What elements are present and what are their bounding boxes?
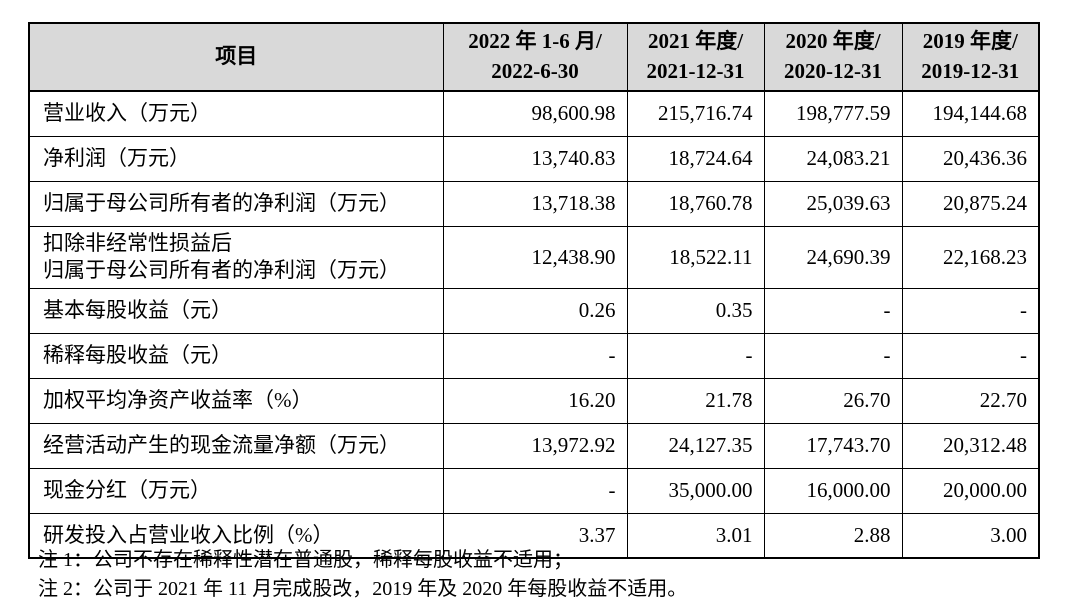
cell-value: 0.26	[442, 287, 628, 334]
cell-value: 20,875.24	[901, 180, 1040, 227]
cell-value: 17,743.70	[763, 422, 903, 469]
header-period-line1: 2021 年度/	[647, 29, 744, 54]
footnotes: 注 1：公司不存在稀释性潜在普通股，稀释每股收益不适用； 注 2：公司于 202…	[38, 546, 687, 604]
header-period-line2: 2020-12-31	[784, 59, 882, 83]
row-label: 现金分红（万元）	[28, 467, 444, 514]
cell-value: -	[442, 332, 628, 379]
cell-value: 26.70	[763, 377, 903, 424]
cell-value: 12,438.90	[442, 225, 628, 289]
cell-value: 3.37	[442, 512, 628, 559]
row-label: 扣除非经常性损益后 归属于母公司所有者的净利润（万元）	[28, 225, 444, 289]
cell-value: -	[901, 287, 1040, 334]
cell-value: 20,000.00	[901, 467, 1040, 514]
cell-value: 24,690.39	[763, 225, 903, 289]
header-period-2022: 2022 年 1-6 月/ 2022-6-30	[442, 22, 628, 92]
cell-value: -	[763, 332, 903, 379]
cell-value: 22.70	[901, 377, 1040, 424]
cell-value: 13,740.83	[442, 135, 628, 182]
cell-value: 21.78	[626, 377, 765, 424]
row-label: 经营活动产生的现金流量净额（万元）	[28, 422, 444, 469]
cell-value: 3.00	[901, 512, 1040, 559]
cell-value: 20,436.36	[901, 135, 1040, 182]
header-period-2021: 2021 年度/ 2021-12-31	[626, 22, 765, 92]
table-row: 经营活动产生的现金流量净额（万元） 13,972.92 24,127.35 17…	[28, 422, 1040, 469]
table-row: 净利润（万元） 13,740.83 18,724.64 24,083.21 20…	[28, 135, 1040, 182]
cell-value: 0.35	[626, 287, 765, 334]
cell-value: 18,522.11	[626, 225, 765, 289]
cell-value: 25,039.63	[763, 180, 903, 227]
header-period-line1: 2020 年度/	[785, 29, 881, 54]
header-period-2020: 2020 年度/ 2020-12-31	[763, 22, 903, 92]
cell-value: 20,312.48	[901, 422, 1040, 469]
row-label: 加权平均净资产收益率（%）	[28, 377, 444, 424]
cell-value: 18,760.78	[626, 180, 765, 227]
header-item-label: 项目	[215, 44, 258, 69]
table-row: 稀释每股收益（元） - - - -	[28, 332, 1040, 379]
table-body: 营业收入（万元） 98,600.98 215,716.74 198,777.59…	[28, 90, 1040, 559]
cell-value: 16,000.00	[763, 467, 903, 514]
header-period-line1: 2022 年 1-6 月/	[468, 29, 602, 54]
cell-value: 194,144.68	[901, 90, 1040, 137]
row-label: 归属于母公司所有者的净利润（万元）	[28, 180, 444, 227]
cell-value: 13,718.38	[442, 180, 628, 227]
cell-value: 22,168.23	[901, 225, 1040, 289]
header-item: 项目	[28, 22, 444, 92]
cell-value: -	[901, 332, 1040, 379]
table-row: 现金分红（万元） - 35,000.00 16,000.00 20,000.00	[28, 467, 1040, 514]
cell-value: 16.20	[442, 377, 628, 424]
header-period-2019: 2019 年度/ 2019-12-31	[901, 22, 1040, 92]
table-row: 基本每股收益（元） 0.26 0.35 - -	[28, 287, 1040, 334]
cell-value: 24,083.21	[763, 135, 903, 182]
header-row: 项目 2022 年 1-6 月/ 2022-6-30 2021 年度/ 2021…	[28, 22, 1040, 92]
row-label: 净利润（万元）	[28, 135, 444, 182]
cell-value: -	[442, 467, 628, 514]
table-row: 归属于母公司所有者的净利润（万元） 13,718.38 18,760.78 25…	[28, 180, 1040, 227]
cell-value: 198,777.59	[763, 90, 903, 137]
table-row: 营业收入（万元） 98,600.98 215,716.74 198,777.59…	[28, 90, 1040, 137]
cell-value: -	[763, 287, 903, 334]
cell-value: 35,000.00	[626, 467, 765, 514]
cell-value: 215,716.74	[626, 90, 765, 137]
cell-value: 18,724.64	[626, 135, 765, 182]
header-period-line2: 2019-12-31	[921, 59, 1020, 83]
table-row: 扣除非经常性损益后 归属于母公司所有者的净利润（万元） 12,438.90 18…	[28, 225, 1040, 289]
header-period-line1: 2019 年度/	[922, 29, 1018, 54]
table-header: 项目 2022 年 1-6 月/ 2022-6-30 2021 年度/ 2021…	[28, 22, 1040, 92]
cell-value: 2.88	[763, 512, 903, 559]
header-period-line2: 2021-12-31	[646, 59, 745, 83]
row-label: 营业收入（万元）	[28, 90, 444, 137]
cell-value: 3.01	[626, 512, 765, 559]
table-row: 研发投入占营业收入比例（%） 3.37 3.01 2.88 3.00	[28, 512, 1040, 559]
row-label: 研发投入占营业收入比例（%）	[28, 512, 444, 559]
footnote-1: 注 1：公司不存在稀释性潜在普通股，稀释每股收益不适用；	[38, 549, 573, 571]
table-row: 加权平均净资产收益率（%） 16.20 21.78 26.70 22.70	[28, 377, 1040, 424]
header-period-line2: 2022-6-30	[491, 59, 579, 83]
footnote-2: 注 2：公司于 2021 年 11 月完成股改，2019 年及 2020 年每股…	[38, 578, 688, 600]
row-label: 稀释每股收益（元）	[28, 332, 444, 379]
cell-value: 98,600.98	[442, 90, 628, 137]
cell-value: 24,127.35	[626, 422, 765, 469]
cell-value: 13,972.92	[442, 422, 628, 469]
financial-summary-table: 项目 2022 年 1-6 月/ 2022-6-30 2021 年度/ 2021…	[28, 22, 1040, 560]
row-label: 基本每股收益（元）	[28, 287, 444, 334]
cell-value: -	[626, 332, 765, 379]
